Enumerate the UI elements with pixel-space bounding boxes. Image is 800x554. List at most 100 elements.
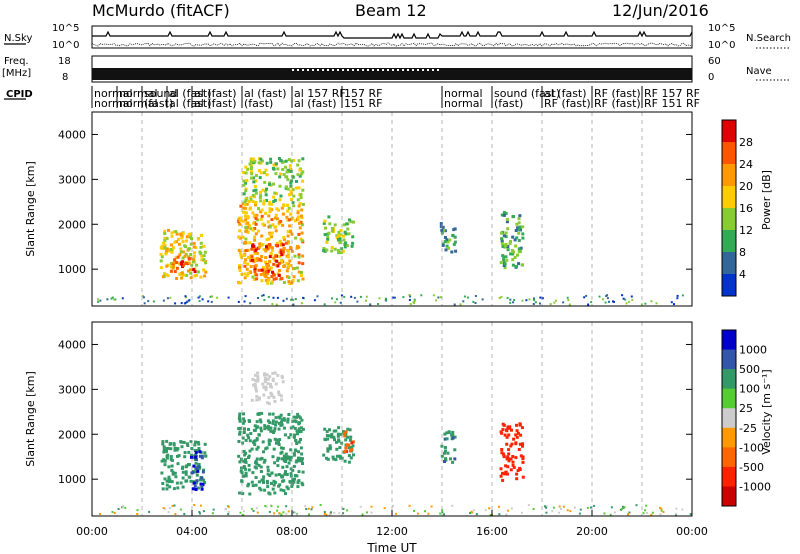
range-gate-cell bbox=[265, 199, 268, 202]
range-gate-cell bbox=[262, 272, 266, 276]
near-range-cell bbox=[644, 302, 647, 305]
range-gate-cell bbox=[264, 447, 268, 451]
range-gate-cell bbox=[271, 270, 274, 274]
near-range-cell bbox=[186, 300, 189, 303]
near-range-cell bbox=[136, 509, 139, 512]
near-range-cell bbox=[171, 504, 174, 507]
range-gate-cell bbox=[257, 480, 261, 484]
range-gate-cell bbox=[300, 418, 304, 422]
near-range-cell bbox=[650, 513, 653, 516]
range-gate-cell bbox=[293, 254, 297, 258]
range-gate-cell bbox=[292, 452, 296, 456]
range-gate-cell bbox=[266, 472, 270, 476]
near-range-cell bbox=[339, 301, 342, 304]
range-gate-cell bbox=[451, 460, 455, 464]
cpid-row1-label: al (fast) bbox=[244, 87, 287, 100]
near-range-cell bbox=[188, 299, 191, 302]
range-gate-cell bbox=[301, 427, 305, 431]
near-range-cell bbox=[334, 301, 337, 304]
range-gate-cell bbox=[510, 249, 514, 252]
range-gate-cell bbox=[254, 201, 258, 204]
range-gate-cell bbox=[504, 464, 508, 468]
range-gate-cell bbox=[250, 170, 253, 174]
near-range-cell bbox=[545, 505, 548, 508]
range-gate-cell bbox=[170, 468, 174, 472]
range-gate-cell bbox=[179, 250, 183, 254]
range-gate-cell bbox=[323, 233, 327, 237]
range-gate-cell bbox=[281, 380, 285, 384]
range-gate-cell bbox=[281, 446, 285, 450]
range-gate-cell bbox=[351, 235, 355, 239]
range-gate-cell bbox=[263, 427, 267, 431]
range-gate-cell bbox=[242, 192, 246, 196]
near-range-cell bbox=[377, 303, 380, 305]
colorbar-segment bbox=[722, 369, 736, 390]
range-gate-cell bbox=[259, 426, 263, 430]
range-gate-cell bbox=[249, 227, 253, 231]
range-gate-cell bbox=[514, 442, 518, 446]
near-range-cell bbox=[270, 505, 273, 507]
range-gate-cell bbox=[504, 235, 508, 239]
velocity-patches bbox=[99, 371, 692, 516]
near-range-cell bbox=[117, 508, 120, 510]
range-gate-cell bbox=[269, 384, 272, 388]
range-gate-cell bbox=[502, 234, 506, 238]
range-gate-cell bbox=[294, 186, 298, 190]
range-gate-cell bbox=[276, 217, 279, 221]
range-gate-cell bbox=[184, 470, 188, 474]
near-range-cell bbox=[628, 300, 631, 303]
range-gate-cell bbox=[443, 437, 447, 441]
range-gate-cell bbox=[259, 199, 263, 203]
range-gate-cell bbox=[199, 478, 202, 482]
range-gate-cell bbox=[254, 466, 258, 470]
near-range-cell bbox=[173, 504, 176, 507]
range-gate-cell bbox=[199, 482, 203, 486]
range-gate-cell bbox=[259, 457, 263, 461]
range-gate-cell bbox=[278, 198, 282, 202]
near-range-cell bbox=[319, 504, 322, 506]
range-gate-cell bbox=[254, 476, 258, 479]
range-gate-cell bbox=[272, 395, 276, 399]
range-gate-cell bbox=[179, 232, 183, 236]
range-gate-cell bbox=[259, 420, 263, 424]
near-range-cell bbox=[459, 303, 462, 306]
range-gate-cell bbox=[266, 465, 270, 469]
near-range-cell bbox=[606, 297, 609, 300]
power-panel-frame bbox=[91, 111, 693, 307]
range-gate-cell bbox=[337, 438, 341, 442]
range-gate-cell bbox=[278, 483, 282, 487]
range-gate-cell bbox=[200, 254, 204, 258]
range-gate-cell bbox=[202, 478, 206, 482]
near-range-cell bbox=[113, 512, 116, 514]
cpid-row1-label: al 157 RF bbox=[294, 87, 346, 100]
range-gate-cell bbox=[503, 245, 507, 249]
range-gate-cell bbox=[330, 249, 334, 253]
range-gate-cell bbox=[244, 249, 248, 253]
range-gate-cell bbox=[352, 453, 355, 457]
range-gate-cell bbox=[279, 242, 283, 246]
cpid-row2-label: normal bbox=[119, 97, 158, 110]
range-gate-cell bbox=[254, 264, 258, 267]
range-gate-cell bbox=[163, 246, 167, 250]
range-gate-cell bbox=[262, 393, 266, 397]
range-gate-cell bbox=[244, 222, 248, 226]
range-gate-cell bbox=[451, 233, 455, 237]
colorbar-tick-label: 500 bbox=[739, 363, 760, 376]
range-gate-cell bbox=[244, 189, 248, 193]
range-gate-cell bbox=[274, 254, 278, 258]
range-gate-cell bbox=[262, 171, 266, 175]
range-gate-cell bbox=[277, 393, 281, 396]
range-gate-cell bbox=[268, 225, 272, 229]
range-gate-cell bbox=[277, 208, 280, 212]
near-range-cell bbox=[603, 512, 606, 515]
range-gate-cell bbox=[281, 223, 285, 227]
range-gate-cell bbox=[505, 429, 509, 433]
range-gate-cell bbox=[274, 382, 278, 386]
range-gate-cell bbox=[242, 171, 245, 174]
range-gate-cell bbox=[272, 199, 276, 203]
near-range-cell bbox=[308, 513, 310, 516]
range-gate-cell bbox=[281, 168, 285, 171]
y-tick-label: 2000 bbox=[58, 428, 86, 441]
range-gate-cell bbox=[243, 453, 247, 457]
